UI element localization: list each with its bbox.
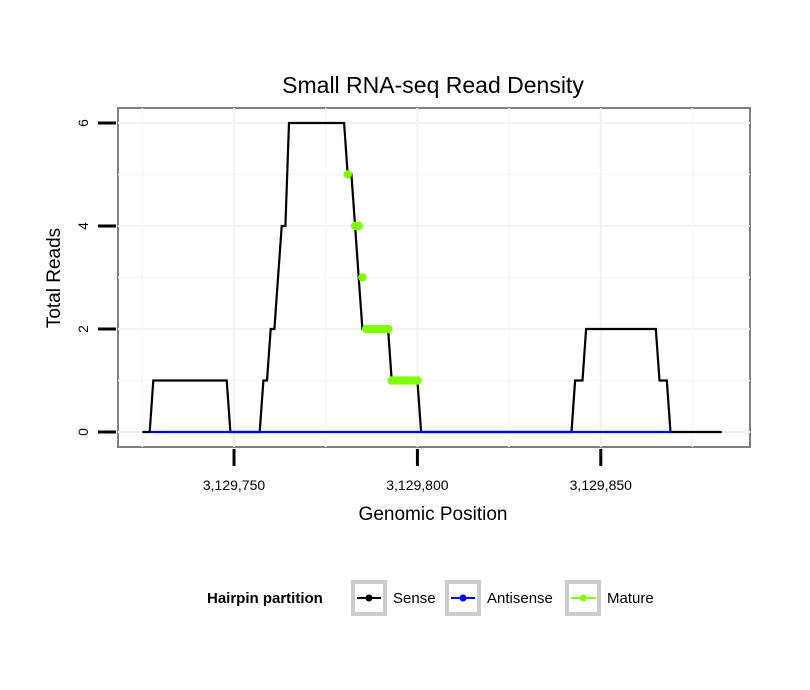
axes: 0 2 4 6 3,129,750 3,129,800 3,129,850 xyxy=(75,119,632,493)
y-tick-label: 2 xyxy=(75,325,91,333)
mature-point xyxy=(383,324,393,334)
legend-key-point-mature xyxy=(579,594,587,602)
x-axis-title: Genomic Position xyxy=(359,504,508,525)
y-tick-label: 0 xyxy=(75,428,91,436)
legend-key-point-antisense xyxy=(459,594,467,602)
mature-point xyxy=(358,273,367,282)
x-tick-label: 3,129,800 xyxy=(386,477,448,493)
y-tick-label: 4 xyxy=(75,222,91,230)
legend-label-sense: Sense xyxy=(393,590,436,607)
mature-point xyxy=(354,221,363,231)
y-tick-label: 6 xyxy=(75,119,91,127)
mature-point xyxy=(343,170,352,179)
legend-label-antisense: Antisense xyxy=(487,590,553,607)
legend-key-point-sense xyxy=(365,594,373,602)
mature-point xyxy=(413,376,422,385)
y-axis-title: Total Reads xyxy=(44,228,65,328)
legend-label-mature: Mature xyxy=(607,590,654,607)
x-tick-label: 3,129,850 xyxy=(570,477,632,493)
legend-title: Hairpin partition xyxy=(207,590,323,607)
legend: Hairpin partition Sense Antisense Mature xyxy=(207,580,654,616)
plot-data xyxy=(142,121,722,434)
x-tick-label: 3,129,750 xyxy=(203,477,265,493)
chart-title: Small RNA-seq Read Density xyxy=(282,72,584,98)
